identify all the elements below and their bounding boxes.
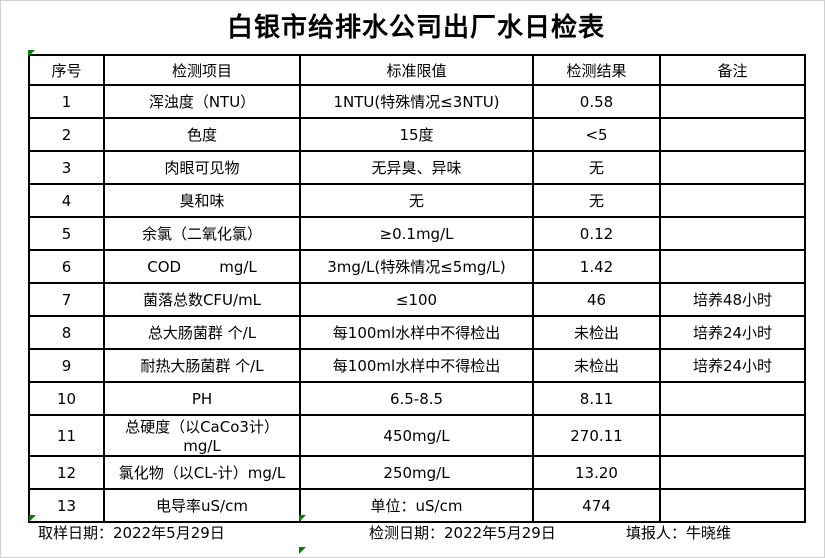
table-row: 2 色度 15度 <5: [28, 117, 806, 152]
table-row: 13 电导率uS/cm 单位：uS/cm 474: [28, 488, 806, 523]
cell-remark: [659, 117, 806, 152]
cell-result: 46: [532, 282, 661, 317]
cell-remark: [659, 414, 806, 457]
cell-standard: 1NTU(特殊情况≤3NTU): [299, 84, 534, 119]
col-header-remark: 备注: [659, 54, 806, 86]
cell-standard: 每100ml水样中不得检出: [299, 348, 534, 383]
cell-remark: 培养24小时: [659, 348, 806, 383]
cell-result: 无: [532, 150, 661, 185]
cell-index: 6: [28, 249, 105, 284]
cell-item: 耐热大肠菌群 个/L: [103, 348, 301, 383]
cell-item: 总硬度（以CaCo3计）mg/L: [103, 414, 301, 457]
cell-result: 270.11: [532, 414, 661, 457]
cell-result: 0.12: [532, 216, 661, 251]
cell-standard: 15度: [299, 117, 534, 152]
error-indicator-icon: [299, 515, 306, 522]
cell-standard: 6.5-8.5: [299, 381, 534, 416]
test-date-label: 检测日期：2022年5月29日: [369, 524, 556, 542]
cell-index: 8: [28, 315, 105, 350]
cell-result: 未检出: [532, 348, 661, 383]
cell-item: 浑浊度（NTU）: [103, 84, 301, 119]
cell-standard: ≥0.1mg/L: [299, 216, 534, 251]
table-row: 8 总大肠菌群 个/L 每100ml水样中不得检出 未检出 培养24小时: [28, 315, 806, 350]
cell-index: 11: [28, 414, 105, 457]
cell-remark: [659, 455, 806, 490]
cell-index: 4: [28, 183, 105, 218]
cell-index: 3: [28, 150, 105, 185]
cell-item: 肉眼可见物: [103, 150, 301, 185]
cell-remark: [659, 216, 806, 251]
table-row: 6 COD mg/L 3mg/L(特殊情况≤5mg/L) 1.42: [28, 249, 806, 284]
cell-index: 2: [28, 117, 105, 152]
header-row: 序号 检测项目 标准限值 检测结果 备注: [28, 54, 806, 86]
cell-item: 菌落总数CFU/mL: [103, 282, 301, 317]
table-row: 9 耐热大肠菌群 个/L 每100ml水样中不得检出 未检出 培养24小时: [28, 348, 806, 383]
cell-result: 474: [532, 488, 661, 523]
cell-remark: [659, 150, 806, 185]
cell-remark: [659, 488, 806, 523]
cell-standard: ≤100: [299, 282, 534, 317]
inspection-table: 序号 检测项目 标准限值 检测结果 备注 1 浑浊度（NTU） 1NTU(特殊情况≤…: [28, 54, 806, 523]
col-header-standard: 标准限值: [299, 54, 534, 86]
col-header-index: 序号: [28, 54, 105, 86]
table-row: 5 余氯（二氧化氯） ≥0.1mg/L 0.12: [28, 216, 806, 251]
cell-item: 色度: [103, 117, 301, 152]
col-header-item: 检测项目: [103, 54, 301, 86]
cell-index: 12: [28, 455, 105, 490]
table-row: 4 臭和味无无: [28, 183, 806, 218]
table-row: 7 菌落总数CFU/mL ≤100 46 培养48小时: [28, 282, 806, 317]
cell-remark: [659, 249, 806, 284]
cell-result: 未检出: [532, 315, 661, 350]
cell-standard: 3mg/L(特殊情况≤5mg/L): [299, 249, 534, 284]
cell-index: 5: [28, 216, 105, 251]
error-indicator-icon: [29, 515, 36, 522]
cell-result: <5: [532, 117, 661, 152]
table-row: 12 氯化物（以CL-计）mg/L 250mg/L 13.20: [28, 455, 806, 490]
table-header: 序号 检测项目 标准限值 检测结果 备注: [28, 54, 806, 86]
cell-index: 9: [28, 348, 105, 383]
cell-standard: 无: [299, 183, 534, 218]
cell-item: 电导率uS/cm: [103, 488, 301, 523]
cell-remark: [659, 84, 806, 119]
table-row: 11 总硬度（以CaCo3计）mg/L 450mg/L 270.11: [28, 414, 806, 457]
cell-remark: 培养48小时: [659, 282, 806, 317]
error-indicator-icon: [299, 547, 306, 554]
cell-result: 8.11: [532, 381, 661, 416]
page-title: 白银市给排水公司出厂水日检表: [226, 13, 605, 43]
cell-standard: 无异臭、异味: [299, 150, 534, 185]
cell-index: 10: [28, 381, 105, 416]
cell-item: COD mg/L: [103, 249, 301, 284]
sampling-date-label: 取样日期：2022年5月29日: [38, 524, 225, 542]
cell-item: 氯化物（以CL-计）mg/L: [103, 455, 301, 490]
table-body: 1 浑浊度（NTU） 1NTU(特殊情况≤3NTU) 0.58 2 色度 15度 <5 3 肉眼可…: [28, 84, 806, 523]
cell-index: 1: [28, 84, 105, 119]
table-row: 1 浑浊度（NTU） 1NTU(特殊情况≤3NTU) 0.58: [28, 84, 806, 119]
cell-remark: 培养24小时: [659, 315, 806, 350]
cell-standard: 每100ml水样中不得检出: [299, 315, 534, 350]
error-indicator-icon: [28, 50, 35, 57]
table-row: 3 肉眼可见物 无异臭、异味无: [28, 150, 806, 185]
cell-index: 7: [28, 282, 105, 317]
cell-item: PH: [103, 381, 301, 416]
cell-result: 13.20: [532, 455, 661, 490]
cell-result: 1.42: [532, 249, 661, 284]
cell-item: 臭和味: [103, 183, 301, 218]
cell-remark: [659, 381, 806, 416]
cell-standard: 单位：uS/cm: [299, 488, 534, 523]
reporter-label: 填报人：牛晓维: [626, 524, 732, 542]
cell-remark: [659, 183, 806, 218]
table-row: 10 PH 6.5-8.5 8.11: [28, 381, 806, 416]
col-header-result: 检测结果: [532, 54, 661, 86]
cell-result: 无: [532, 183, 661, 218]
cell-index: 13: [28, 488, 105, 523]
cell-result: 0.58: [532, 84, 661, 119]
cell-standard: 450mg/L: [299, 414, 534, 457]
cell-standard: 250mg/L: [299, 455, 534, 490]
cell-item: 总大肠菌群 个/L: [103, 315, 301, 350]
cell-item: 余氯（二氧化氯）: [103, 216, 301, 251]
